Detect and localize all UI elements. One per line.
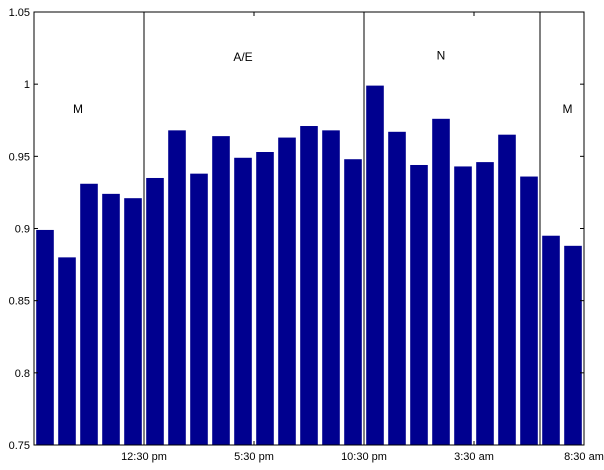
- region-labels-group: M A/E N M: [73, 49, 573, 116]
- bar: [300, 126, 318, 446]
- x-tick-label: 8:30 am: [564, 451, 604, 463]
- x-tick-label: 5:30 pm: [234, 451, 274, 463]
- region-label: N: [437, 49, 446, 63]
- bar: [498, 134, 516, 445]
- y-tick-label: 0.85: [9, 296, 30, 308]
- x-tick-label: 3:30 am: [454, 451, 494, 463]
- bar: [476, 162, 494, 446]
- bar: [542, 235, 560, 445]
- bar: [366, 85, 384, 446]
- bar: [146, 177, 164, 446]
- bar: [520, 176, 538, 446]
- y-tick-label: 0.75: [9, 440, 30, 452]
- bar: [388, 131, 406, 446]
- x-tick-label: 10:30 pm: [341, 451, 387, 463]
- bar: [36, 229, 54, 445]
- bar: [234, 157, 252, 445]
- x-tick-label: 12:30 pm: [121, 451, 167, 463]
- x-axis: 12:30 pm 5:30 pm 10:30 pm 3:30 am 8:30 am: [121, 12, 604, 463]
- y-tick-label: 0.9: [15, 224, 30, 236]
- bar: [168, 130, 186, 445]
- y-tick-label: 0.8: [15, 368, 30, 380]
- region-label: M: [73, 102, 83, 116]
- bars-group: [36, 85, 582, 446]
- bar: [410, 164, 428, 446]
- bar: [80, 183, 98, 445]
- bar: [212, 136, 230, 445]
- bar: [278, 137, 296, 445]
- bar: [454, 166, 472, 445]
- dividers-group: [143, 12, 541, 445]
- bar: [124, 198, 142, 445]
- y-axis: 0.75 0.8 0.85 0.9 0.95 1 1.05: [9, 7, 584, 452]
- y-tick-label: 1.05: [9, 7, 30, 19]
- bar: [58, 257, 76, 445]
- region-label: A/E: [233, 50, 252, 64]
- bar: [102, 193, 120, 445]
- y-tick-label: 0.95: [9, 151, 30, 163]
- bar: [432, 118, 450, 445]
- region-label: M: [563, 102, 573, 116]
- bar: [190, 173, 208, 445]
- bar: [256, 152, 274, 445]
- bar: [322, 130, 340, 445]
- bar: [564, 245, 582, 445]
- y-tick-label: 1: [24, 79, 30, 91]
- bar: [344, 159, 362, 445]
